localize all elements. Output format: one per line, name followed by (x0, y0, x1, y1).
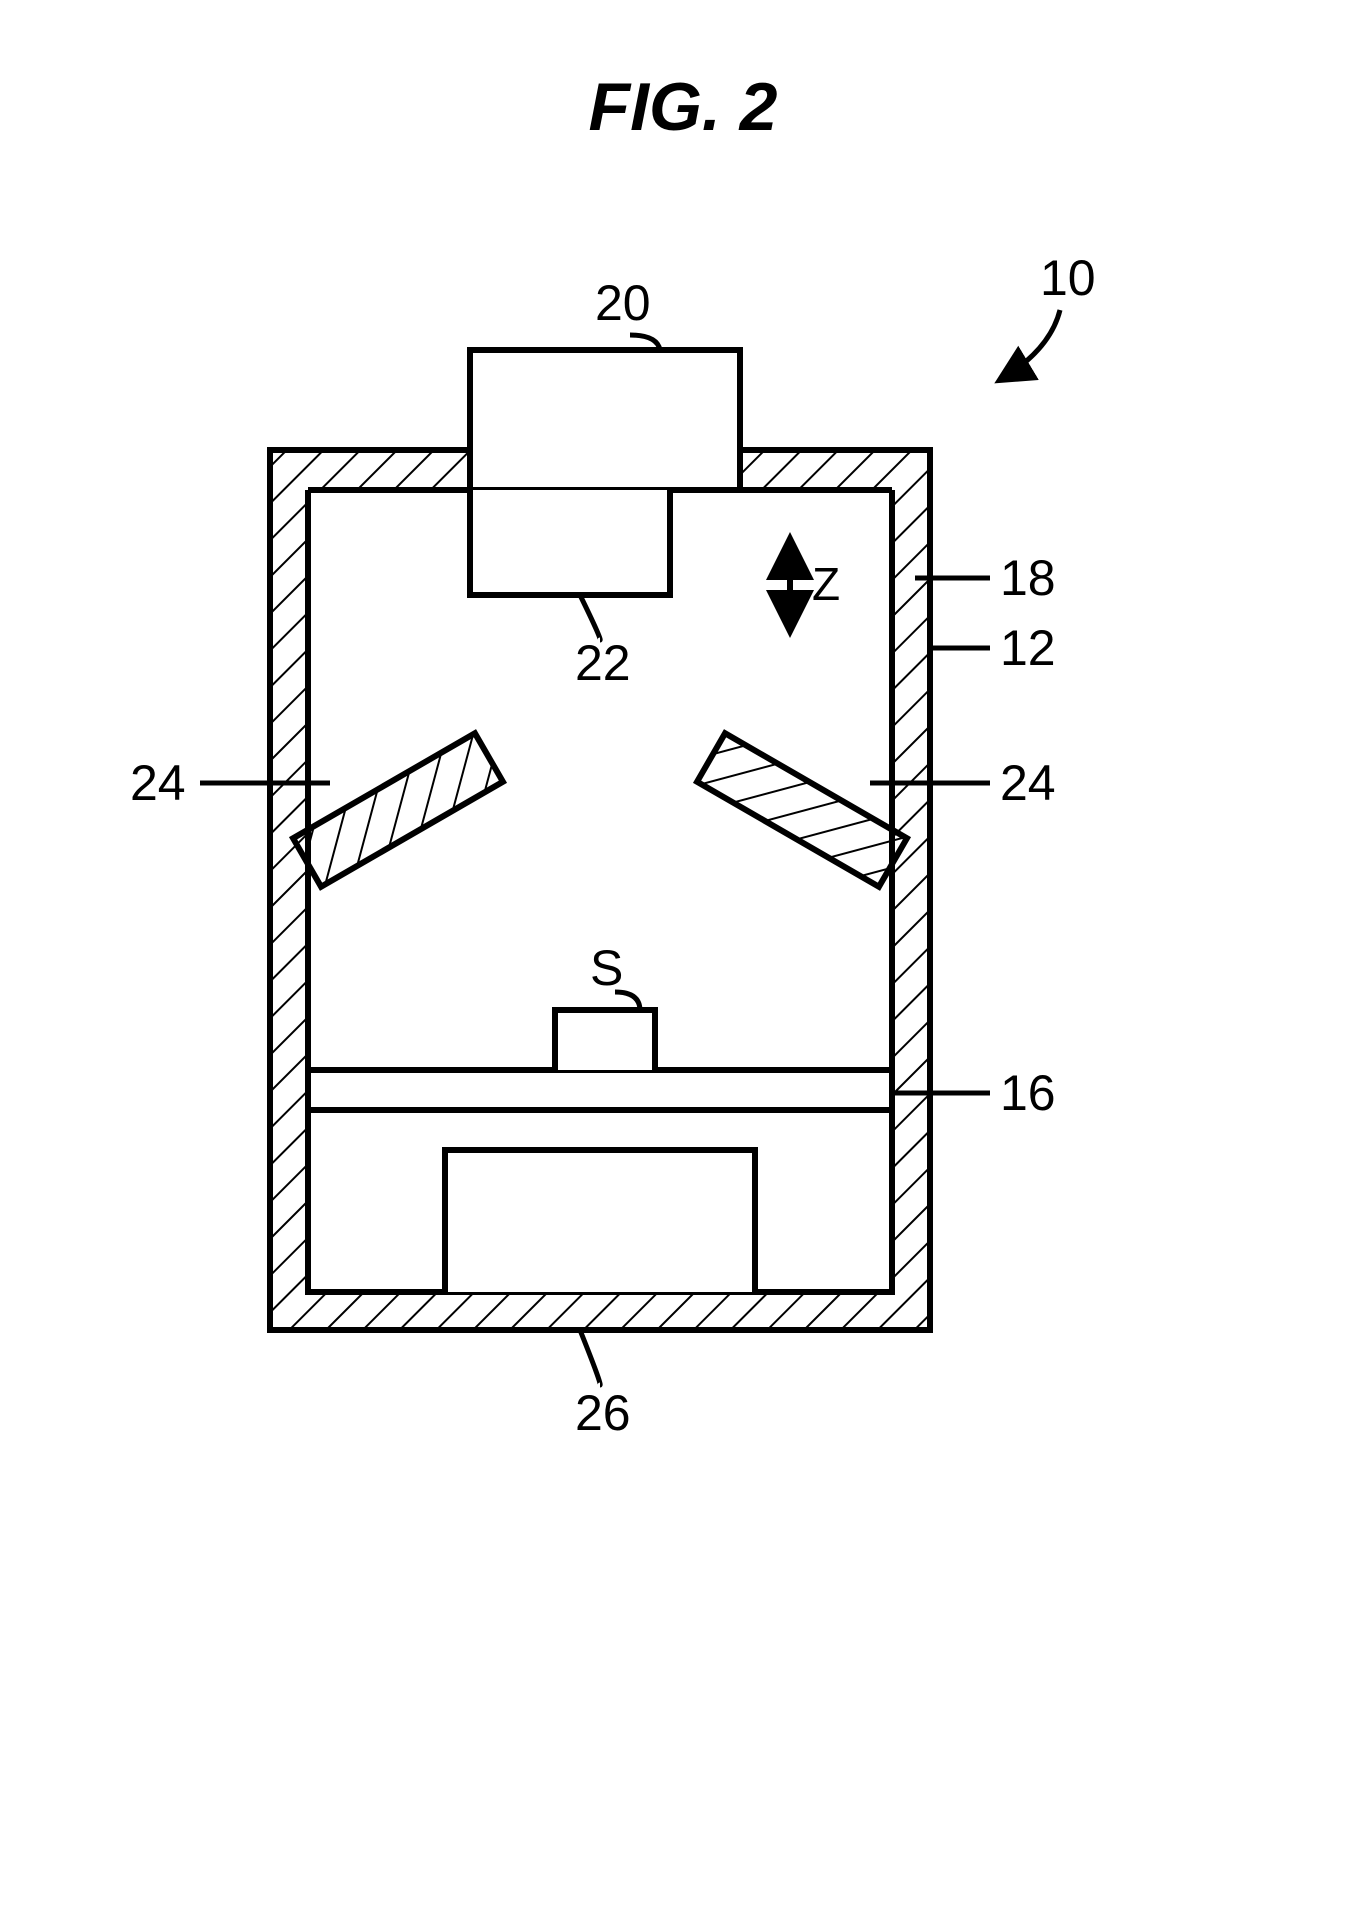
target-right (697, 733, 907, 886)
ref-label-S: S (590, 940, 623, 996)
top-unit (470, 350, 740, 450)
figure-diagram: Z FIG. 2 10 20 22 18 12 24 24 S 16 26 (0, 0, 1365, 1929)
sample (555, 1010, 655, 1070)
stage-plate (308, 1070, 892, 1110)
ref-label-12: 12 (1000, 620, 1056, 676)
ref-label-26: 26 (575, 1385, 631, 1441)
ref-label-16: 16 (1000, 1065, 1056, 1121)
ref-label-10: 10 (1040, 250, 1096, 306)
target-left (293, 733, 503, 886)
leader-curve (580, 1330, 600, 1385)
ref-label-22: 22 (575, 635, 631, 691)
ref-label-20: 20 (595, 275, 651, 331)
ref-label-24R: 24 (1000, 755, 1056, 811)
leader-curve (580, 595, 600, 640)
leader-hook (1000, 310, 1060, 380)
inner-top-block (470, 490, 670, 595)
ref-label-24L: 24 (130, 755, 186, 811)
bottom-block (445, 1150, 755, 1292)
ref-label-18: 18 (1000, 550, 1056, 606)
figure-title: FIG. 2 (589, 69, 778, 145)
z-axis-label: Z (812, 558, 840, 610)
